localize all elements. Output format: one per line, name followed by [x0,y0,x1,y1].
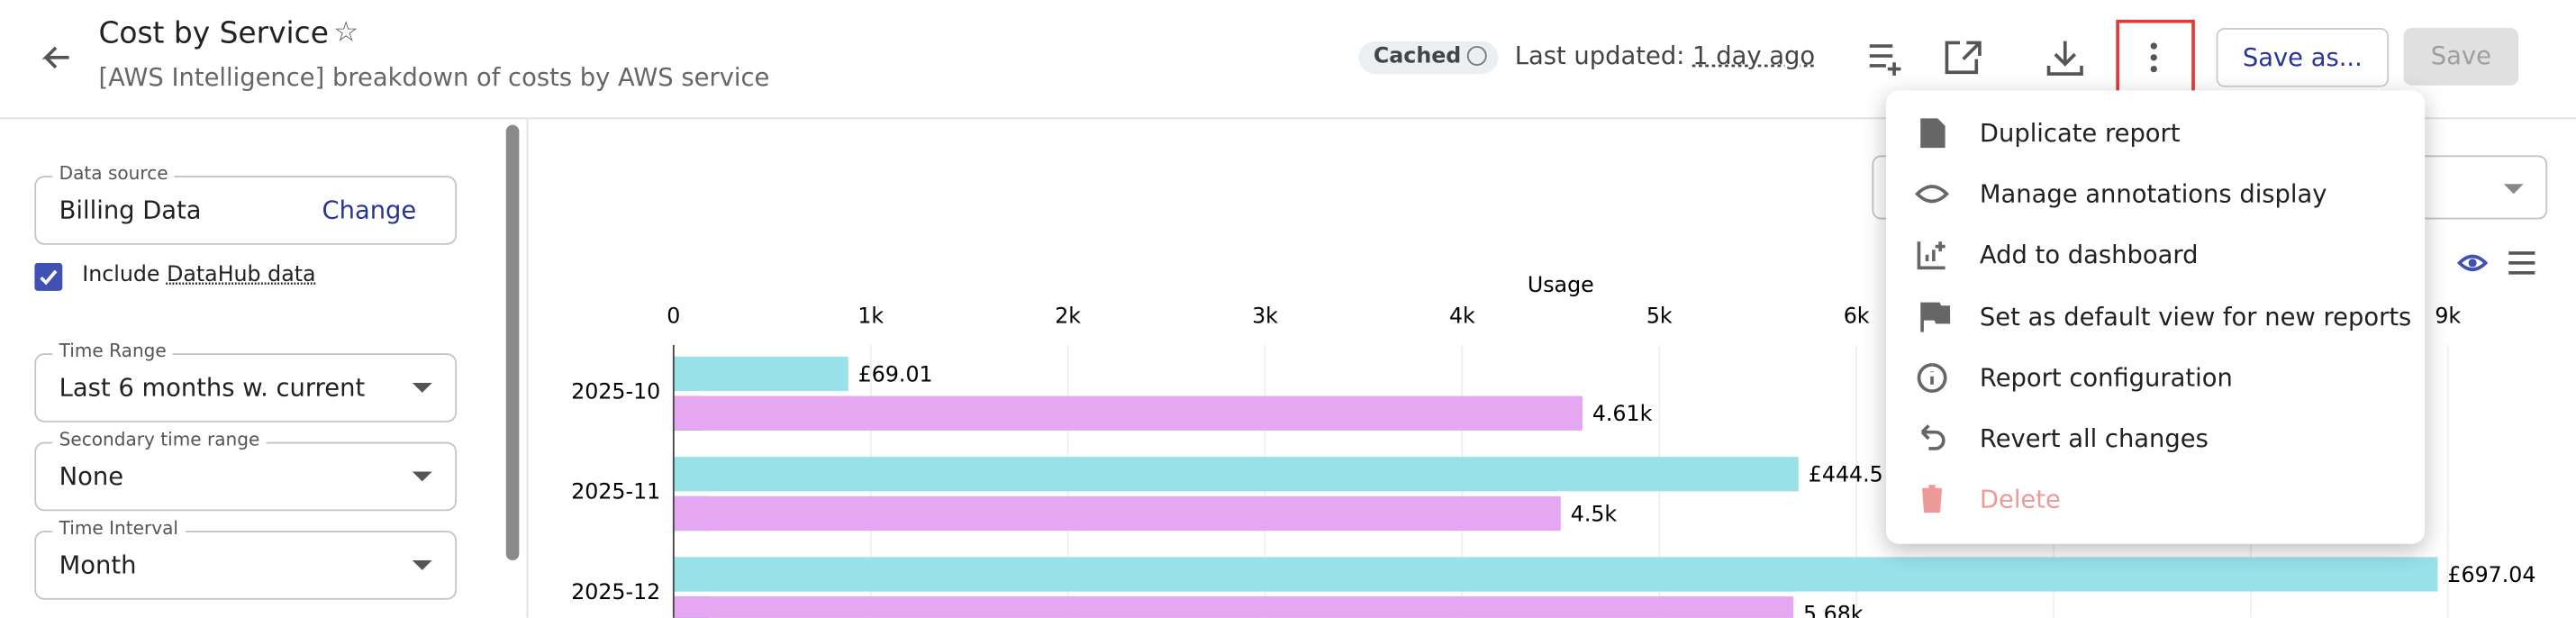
x-tick-label: 1k [857,304,884,329]
menu-item[interactable]: Revert all changes [1979,423,2209,454]
star[interactable]: ☆ [333,16,359,50]
icon-shape [1920,301,1951,332]
context-menu: Duplicate report Manage annotations displ… [1885,90,2426,544]
menu-item[interactable]: Add to dashboard [1979,241,2199,270]
add-report-icon[interactable] [1869,44,1901,76]
field-value: Billing Data [59,195,202,225]
bar [673,596,1794,618]
field-label: Time Range [52,340,174,362]
bar [673,356,848,392]
time-interval-field[interactable]: Time Interval Month [34,517,458,600]
x-tick-label: 3k [1252,304,1278,329]
title: Cost by Service [98,16,329,51]
menu-item[interactable]: Manage annotations display [1979,179,2327,209]
menu-icon [1920,118,1946,149]
dropdown-arrow [412,471,432,482]
select-arrow [2503,184,2524,195]
field-label: Time Interval [52,517,186,540]
icon-shape [1920,118,1946,149]
x-tick-label: 9k [2435,304,2461,329]
info-icon [1466,46,1487,66]
last-updated: Last updated: 1 day ago [1515,41,1815,71]
toolbar-icons [1869,41,2157,76]
x-tick-label: 5k [1646,304,1673,329]
data-label: 5.68k [1803,602,1864,618]
menu-item[interactable]: Duplicate report [1979,118,2181,149]
data-label: £444.5 [1809,462,1883,487]
x-tick-label: 6k [1844,304,1870,329]
menu-icon [1915,185,1950,204]
more-button[interactable] [2116,19,2195,95]
data-source-field[interactable]: Data source Billing Data Change [34,162,458,245]
include-link[interactable]: DataHub data [167,262,316,288]
menu-icon [1920,301,1951,332]
bar [673,557,2438,592]
time-range-field[interactable]: Time Range Last 6 months w. current [34,340,458,423]
field-label: Data source [52,162,175,185]
x-tick-label: 0 [667,304,680,329]
field-value: Month [59,550,137,580]
icon-shape [1922,485,1942,513]
field-value: Last 6 months w. current [59,373,366,403]
data-label: £697.04 [2447,562,2535,587]
bar [673,395,1583,431]
data-label: 4.61k [1592,401,1653,426]
icon-shape [1915,185,1950,204]
y-tick-label: 2025-12 [571,579,660,604]
icon-shape [1920,424,1946,450]
data-label: £69.01 [858,361,933,386]
menu-icon [1922,485,1942,513]
more-icon[interactable] [2150,65,2157,73]
include-label: Include DataHub data [82,263,315,287]
y-tick-label: 2025-10 [571,378,660,404]
back-button[interactable] [36,40,76,79]
secondary-range-field[interactable]: Secondary time range None [34,429,458,512]
y-tick-label: 2025-11 [571,479,660,504]
cached-chip: Cached [1358,41,1499,75]
menu-item[interactable]: Set as default view for new reports [1979,301,2412,332]
field-value: None [59,461,124,492]
data-label: 4.5k [1571,501,1618,526]
eye-pupil [2468,259,2477,268]
menu-icon [1917,362,1947,393]
eye-icon[interactable] [2456,254,2489,271]
menu-item[interactable]: Report configuration [1979,362,2233,393]
subtitle: [AWS Intelligence] breakdown of costs by… [98,62,770,93]
x-tick-label: 2k [1055,304,1081,329]
dropdown-arrow [412,559,432,570]
dropdown-arrow [412,382,432,393]
open-icon[interactable] [1945,41,1982,75]
menu-item: Delete [1979,485,2061,515]
checkbox[interactable] [34,262,64,293]
bar [673,457,1799,492]
x-tick-label: 4k [1449,304,1475,329]
download-icon[interactable] [2046,41,2083,76]
cached-label: Cached [1373,44,1462,69]
menu-icon [1917,241,1946,270]
save-button[interactable]: Save [2403,28,2519,86]
icon-shape [1917,241,1946,270]
include-text: Include [82,262,160,288]
last-updated-value: 1 day ago [1692,41,1816,71]
save-as-button[interactable]: Save as... [2216,28,2390,87]
bar [673,495,1561,532]
field-label: Secondary time range [52,429,267,450]
icon-shape [1917,362,1947,393]
scrollbar [505,124,520,560]
change-button[interactable]: Change [322,195,417,225]
axis-title: Usage [1528,272,1594,297]
menu-icon[interactable] [2508,251,2535,275]
menu-icon [1920,424,1946,450]
last-updated-label: Last updated: [1514,41,1685,71]
